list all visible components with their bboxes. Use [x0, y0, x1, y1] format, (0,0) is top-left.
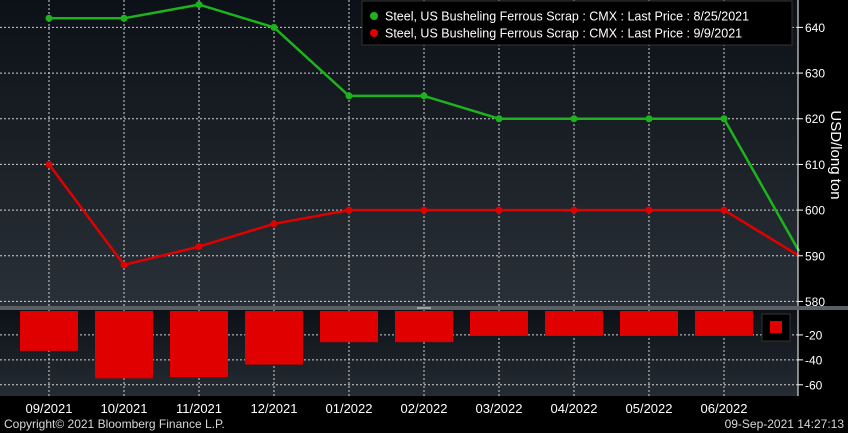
series-point-2 [195, 243, 203, 251]
difference-bar [545, 311, 603, 336]
series-point-1 [570, 115, 578, 123]
series-point-1 [195, 1, 203, 9]
difference-bar [20, 311, 78, 351]
difference-bar [395, 311, 453, 343]
y-tick-label: 610 [805, 158, 825, 172]
series-point-2 [45, 160, 53, 168]
difference-bar [620, 311, 678, 336]
legend-box [361, 0, 793, 46]
difference-bar [320, 311, 378, 343]
series-point-2 [345, 206, 353, 214]
series-point-1 [270, 23, 278, 31]
y-tick-label: 640 [805, 21, 825, 35]
x-tick-label: 12/2021 [251, 401, 298, 416]
legend-marker [370, 12, 378, 20]
x-tick-label: 05/2022 [626, 401, 673, 416]
sub-y-tick-label: -60 [805, 378, 823, 392]
series-point-2 [495, 206, 503, 214]
series-point-2 [120, 261, 128, 269]
y-tick-label: 630 [805, 67, 825, 81]
y-tick-label: 620 [805, 112, 825, 126]
legend: Steel, US Busheling Ferrous Scrap : CMX … [361, 0, 793, 46]
y-tick-label: 600 [805, 204, 825, 218]
timestamp-text: 09-Sep-2021 14:27:13 [724, 417, 844, 431]
series-point-1 [420, 92, 428, 100]
legend-label: Steel, US Busheling Ferrous Scrap : CMX … [385, 27, 742, 41]
series-point-2 [570, 206, 578, 214]
panel-splitter-handle[interactable] [417, 307, 431, 309]
difference-bar [95, 311, 153, 379]
difference-bar [695, 311, 753, 336]
x-tick-label: 03/2022 [476, 401, 523, 416]
x-tick-label: 10/2021 [101, 401, 148, 416]
y-tick-label: 580 [805, 295, 825, 309]
difference-legend-swatch [770, 321, 782, 333]
sub-y-tick-label: -40 [805, 353, 823, 367]
y-axis-label: USD/long ton [827, 110, 844, 199]
difference-legend [761, 313, 791, 342]
x-tick-label: 01/2022 [326, 401, 373, 416]
legend-marker [370, 29, 378, 37]
series-point-1 [720, 115, 728, 123]
sub-y-tick-label: -20 [805, 328, 823, 342]
main-plot-background [0, 0, 798, 306]
difference-bar [470, 311, 528, 336]
x-tick-label: 06/2022 [701, 401, 748, 416]
series-point-2 [720, 206, 728, 214]
legend-label: Steel, US Busheling Ferrous Scrap : CMX … [385, 10, 749, 24]
difference-bar [170, 311, 228, 378]
x-tick-label: 02/2022 [401, 401, 448, 416]
copyright-text: Copyright© 2021 Bloomberg Finance L.P. [4, 417, 225, 431]
series-point-1 [645, 115, 653, 123]
series-point-2 [420, 206, 428, 214]
series-point-1 [345, 92, 353, 100]
series-point-1 [495, 115, 503, 123]
x-tick-label: 09/2021 [26, 401, 73, 416]
series-point-2 [645, 206, 653, 214]
x-tick-label: 04/2022 [551, 401, 598, 416]
y-tick-label: 590 [805, 249, 825, 263]
x-tick-label: 11/2021 [176, 401, 222, 416]
series-point-2 [270, 220, 278, 228]
series-point-1 [120, 14, 128, 22]
difference-bar [245, 311, 303, 365]
series-point-1 [45, 14, 53, 22]
